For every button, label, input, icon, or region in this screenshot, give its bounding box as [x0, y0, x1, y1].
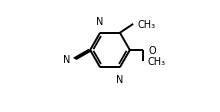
Text: O: O	[149, 46, 156, 55]
Text: CH₃: CH₃	[147, 57, 165, 66]
Text: N: N	[63, 54, 71, 64]
Text: N: N	[116, 74, 124, 84]
Text: CH₃: CH₃	[137, 20, 156, 30]
Text: N: N	[96, 17, 104, 27]
